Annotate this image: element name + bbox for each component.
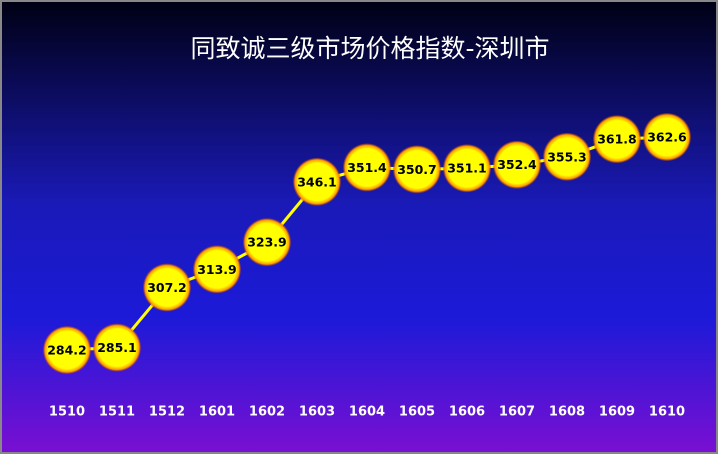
marker bbox=[343, 143, 391, 192]
data-label: 285.1 bbox=[97, 340, 137, 355]
x-tick-label: 1603 bbox=[299, 405, 335, 420]
marker bbox=[93, 323, 141, 372]
marker bbox=[543, 132, 591, 181]
marker bbox=[193, 245, 241, 294]
x-tick-label: 1607 bbox=[499, 405, 535, 420]
data-label: 350.7 bbox=[397, 162, 437, 177]
marker bbox=[443, 144, 491, 193]
data-label: 362.6 bbox=[647, 130, 687, 145]
data-label: 351.4 bbox=[347, 160, 387, 175]
x-tick-label: 1510 bbox=[49, 405, 85, 420]
x-tick-label: 1511 bbox=[99, 405, 135, 420]
marker bbox=[143, 263, 191, 312]
data-label: 351.1 bbox=[447, 161, 487, 176]
x-tick-label: 1609 bbox=[599, 405, 635, 420]
x-tick-label: 1604 bbox=[349, 405, 385, 420]
x-tick-label: 1512 bbox=[149, 405, 185, 420]
x-tick-label: 1610 bbox=[649, 405, 685, 420]
marker bbox=[43, 326, 91, 374]
data-label: 284.2 bbox=[47, 343, 87, 358]
marker bbox=[393, 145, 441, 194]
chart-title: 同致诚三级市场价格指数-深圳市 bbox=[190, 34, 549, 63]
x-tick-label: 1608 bbox=[549, 405, 585, 420]
data-label: 323.9 bbox=[247, 235, 287, 250]
x-tick-label: 1605 bbox=[399, 405, 435, 420]
data-label: 307.2 bbox=[147, 280, 187, 295]
marker bbox=[293, 157, 341, 206]
x-tick-label: 1606 bbox=[449, 405, 485, 420]
data-label: 352.4 bbox=[497, 157, 537, 172]
marker bbox=[243, 218, 291, 267]
data-label: 346.1 bbox=[297, 174, 337, 189]
data-label: 355.3 bbox=[547, 149, 587, 164]
x-tick-label: 1601 bbox=[199, 405, 235, 420]
marker bbox=[593, 115, 641, 164]
marker bbox=[493, 140, 541, 189]
marker bbox=[643, 113, 691, 161]
x-tick-label: 1602 bbox=[249, 405, 285, 420]
data-label: 361.8 bbox=[597, 132, 637, 147]
data-label: 313.9 bbox=[197, 262, 237, 277]
